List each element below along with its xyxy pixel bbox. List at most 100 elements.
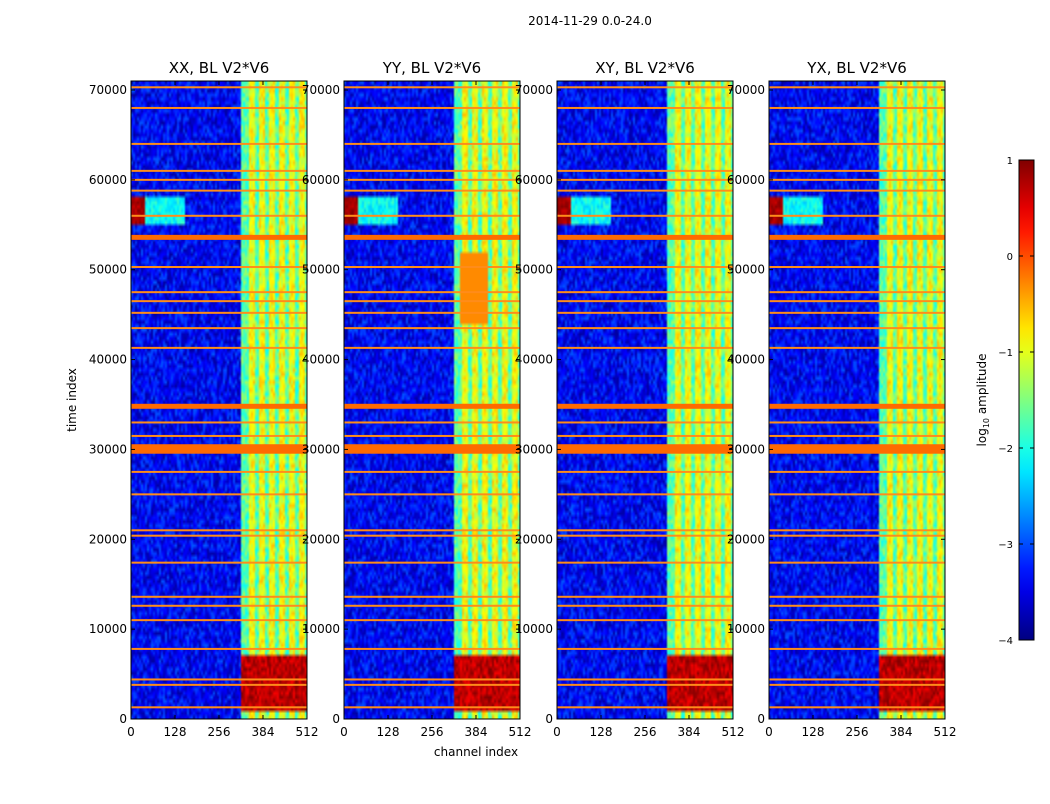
- rfi-line: [769, 291, 945, 293]
- rfi-line: [557, 435, 733, 437]
- rfi-line: [344, 706, 520, 708]
- rfi-line: [131, 327, 307, 329]
- x-tick-label: 512: [296, 725, 319, 739]
- rfi-line: [557, 596, 733, 598]
- rfi-line: [769, 300, 945, 302]
- rfi-line: [769, 327, 945, 329]
- rfi-line: [557, 678, 733, 680]
- rfi-line: [344, 107, 520, 109]
- rfi-line: [131, 300, 307, 302]
- rfi-line: [769, 706, 945, 708]
- rfi-line: [557, 190, 733, 192]
- rfi-line: [557, 312, 733, 314]
- y-tick-label: 0: [119, 712, 127, 726]
- x-tick-label: 256: [634, 725, 657, 739]
- x-tick-label: 256: [208, 725, 231, 739]
- rfi-line: [344, 347, 520, 349]
- rfi-line: [557, 619, 733, 621]
- rfi-line: [131, 678, 307, 680]
- x-tick-label: 128: [164, 725, 187, 739]
- x-tick-label: 0: [553, 725, 561, 739]
- rfi-line: [769, 648, 945, 650]
- rfi-line: [131, 190, 307, 192]
- y-tick-label: 10000: [727, 622, 765, 636]
- rfi-line: [131, 312, 307, 314]
- rfi-line: [769, 619, 945, 621]
- rfi-line: [131, 435, 307, 437]
- y-tick-label: 50000: [727, 263, 765, 277]
- rfi-line: [344, 300, 520, 302]
- rfi-line: [131, 266, 307, 268]
- y-tick-label: 30000: [727, 442, 765, 456]
- rfi-line: [557, 86, 733, 88]
- y-tick-label: 30000: [302, 442, 340, 456]
- rfi-line: [344, 235, 520, 240]
- y-tick-label: 70000: [302, 83, 340, 97]
- rfi-line: [557, 605, 733, 607]
- rfi-line: [344, 684, 520, 686]
- rfi-line: [769, 170, 945, 172]
- rfi-line: [131, 535, 307, 537]
- rfi-line: [769, 562, 945, 564]
- rfi-line: [131, 619, 307, 621]
- x-tick-label: 512: [722, 725, 745, 739]
- y-axis-label: time index: [65, 368, 79, 432]
- y-tick-label: 50000: [302, 263, 340, 277]
- y-tick-label: 0: [332, 712, 340, 726]
- rfi-line: [557, 562, 733, 564]
- rfi-line: [131, 421, 307, 423]
- x-tick-label: 0: [127, 725, 135, 739]
- rfi-line: [344, 529, 520, 531]
- colorbar-label: log10 amplitude: [975, 354, 991, 447]
- rfi-line: [131, 562, 307, 564]
- heatmap-image-4: [769, 81, 945, 719]
- rfi-line: [131, 471, 307, 473]
- rfi-line: [131, 86, 307, 88]
- colorbar-tick-label: −4: [998, 636, 1013, 647]
- rfi-line: [344, 190, 520, 192]
- rfi-line: [769, 266, 945, 268]
- colorbar-tick-label: −3: [998, 540, 1013, 551]
- rfi-line: [131, 449, 307, 454]
- rfi-line: [769, 493, 945, 495]
- rfi-line: [557, 107, 733, 109]
- y-tick-label: 30000: [89, 442, 127, 456]
- rfi-line: [344, 678, 520, 680]
- rfi-line: [131, 235, 307, 240]
- rfi-line: [557, 404, 733, 409]
- rfi-line: [557, 648, 733, 650]
- rfi-line: [131, 444, 307, 449]
- rfi-line: [131, 143, 307, 145]
- x-tick-label: 128: [802, 725, 825, 739]
- rfi-line: [344, 535, 520, 537]
- rfi-line: [769, 471, 945, 473]
- colorbar-tick-label: 0: [1007, 252, 1013, 263]
- rfi-line: [557, 179, 733, 181]
- x-tick-label: 384: [465, 725, 488, 739]
- rfi-line: [344, 596, 520, 598]
- rfi-line: [131, 291, 307, 293]
- rfi-line: [344, 421, 520, 423]
- figure: 2014-11-29 0.0-24.0 XX, BL V2*V6 0 128 256 3…: [0, 0, 1050, 800]
- rfi-line: [131, 347, 307, 349]
- rfi-line: [557, 449, 733, 454]
- y-tick-label: 40000: [89, 353, 127, 367]
- rfi-line: [557, 493, 733, 495]
- rfi-line: [769, 535, 945, 537]
- rfi-line: [557, 529, 733, 531]
- rfi-line: [131, 706, 307, 708]
- rfi-line: [769, 435, 945, 437]
- rfi-line: [131, 215, 307, 217]
- y-tick-label: 0: [757, 712, 765, 726]
- rfi-line: [769, 421, 945, 423]
- rfi-line: [557, 421, 733, 423]
- panel-1: XX, BL V2*V6 0 128 256 384 512 0 10000 20000 3000…: [89, 59, 319, 739]
- rfi-line: [344, 327, 520, 329]
- y-tick-label: 10000: [302, 622, 340, 636]
- rfi-line: [557, 347, 733, 349]
- rfi-line: [131, 596, 307, 598]
- rfi-line: [131, 107, 307, 109]
- rfi-line: [557, 535, 733, 537]
- rfi-line: [344, 562, 520, 564]
- rfi-line: [769, 235, 945, 240]
